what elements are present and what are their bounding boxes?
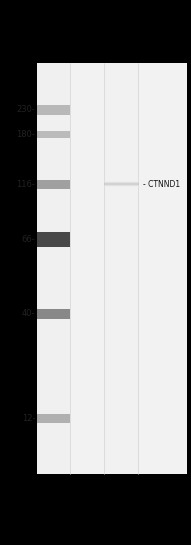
Bar <box>37 232 70 247</box>
Text: 12-: 12- <box>22 414 35 423</box>
Text: 230-: 230- <box>16 106 35 114</box>
Text: 66-: 66- <box>22 235 35 244</box>
Text: 116-: 116- <box>16 179 35 189</box>
Bar <box>37 179 70 189</box>
Bar <box>104 63 138 474</box>
Bar <box>37 308 70 319</box>
Bar <box>0 0 37 545</box>
Bar <box>0 0 191 63</box>
Text: 180-: 180- <box>16 130 35 139</box>
Bar <box>37 106 70 114</box>
Bar <box>37 63 187 474</box>
Text: 40-: 40- <box>22 309 35 318</box>
Bar <box>70 63 104 474</box>
Bar <box>37 131 70 138</box>
Text: - CTNND1: - CTNND1 <box>143 179 180 189</box>
Bar <box>37 63 70 474</box>
Bar <box>37 415 70 423</box>
Bar <box>0 474 191 545</box>
Bar <box>138 63 187 474</box>
